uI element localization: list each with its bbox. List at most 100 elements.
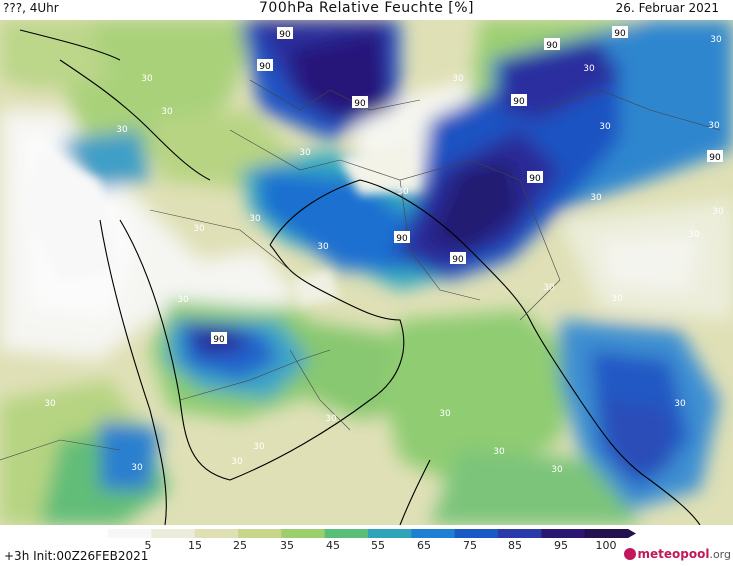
svg-text:30: 30 <box>131 463 143 473</box>
contour-label: 30 <box>253 442 265 452</box>
contour-label: 90 <box>277 27 293 40</box>
forecast-date: 26. Februar 2021 <box>615 1 719 15</box>
svg-text:30: 30 <box>599 122 611 132</box>
contour-label: 30 <box>688 230 700 240</box>
contour-label: 30 <box>141 74 153 84</box>
svg-text:30: 30 <box>712 207 724 217</box>
map-title: 700hPa Relative Feuchte [%] <box>259 0 474 16</box>
contour-label: 30 <box>674 399 686 409</box>
country-borders <box>0 79 721 461</box>
svg-text:90: 90 <box>259 62 271 72</box>
colorbar-label: 5 <box>145 539 152 549</box>
coastlines <box>19 29 701 526</box>
svg-text:30: 30 <box>493 447 505 457</box>
colorbar-segment <box>151 529 196 538</box>
svg-text:30: 30 <box>583 64 595 74</box>
svg-text:30: 30 <box>299 148 311 158</box>
contour-label: 30 <box>583 64 595 74</box>
contour-label: 30 <box>317 242 329 252</box>
contour-label: 90 <box>544 38 560 51</box>
colorbar-segment <box>194 529 239 538</box>
contour-label: 90 <box>394 231 410 244</box>
svg-text:30: 30 <box>141 74 153 84</box>
contour-label: 90 <box>612 26 628 39</box>
svg-text:30: 30 <box>439 409 451 419</box>
contour-label: 30 <box>193 224 205 234</box>
svg-text:30: 30 <box>116 125 128 135</box>
header: ???, 4Uhr 700hPa Relative Feuchte [%] 26… <box>0 0 733 20</box>
colorbar-segment <box>368 529 412 538</box>
contour-label: 90 <box>352 96 368 109</box>
svg-text:30: 30 <box>317 242 329 252</box>
footer: 5 15 25 35 45 55 65 75 85 95 100 +3h Init:00Z26FEB… <box>0 525 733 566</box>
contour-label: 30 <box>397 187 409 197</box>
svg-text:90: 90 <box>452 255 464 265</box>
meteopool-logo[interactable]: meteopool.org <box>623 547 731 561</box>
contour-label: 90 <box>211 332 227 345</box>
svg-text:30: 30 <box>674 399 686 409</box>
contour-label: 30 <box>493 447 505 457</box>
svg-text:30: 30 <box>590 193 602 203</box>
contour-labels: 90 90 90 90 90 90 90 90 90 90 90 30 30 30 30 30 30 30 30 30… <box>44 26 724 475</box>
svg-text:30: 30 <box>177 295 189 305</box>
svg-text:30: 30 <box>397 187 409 197</box>
colorbar-segment <box>541 529 586 538</box>
svg-text:30: 30 <box>44 399 56 409</box>
colorbar-label: 25 <box>233 539 247 549</box>
svg-text:30: 30 <box>325 414 337 424</box>
colorbar-segment <box>411 529 456 538</box>
svg-text:90: 90 <box>614 29 626 39</box>
forecast-time-label: ???, 4Uhr <box>3 1 59 15</box>
svg-text:30: 30 <box>193 224 205 234</box>
humidity-field <box>0 20 733 525</box>
contour-label: 30 <box>249 214 261 224</box>
contour-label: 30 <box>452 74 464 84</box>
svg-text:90: 90 <box>279 30 291 40</box>
logo-suffix: .org <box>709 548 731 561</box>
contour-label: 90 <box>450 252 466 265</box>
colorbar-segment <box>238 529 282 538</box>
svg-text:30: 30 <box>710 35 722 45</box>
colorbar-label: 65 <box>417 539 431 549</box>
contour-label: 90 <box>527 171 543 184</box>
contour-label: 30 <box>708 121 720 131</box>
colorbar: 5 15 25 35 45 55 65 75 85 95 100 <box>108 529 636 549</box>
colorbar-segment <box>454 529 499 538</box>
contour-label: 90 <box>707 150 723 163</box>
contour-label: 30 <box>543 283 555 293</box>
svg-text:90: 90 <box>354 99 366 109</box>
colorbar-segment <box>281 529 326 538</box>
colorbar-label: 55 <box>371 539 385 549</box>
contour-label: 30 <box>599 122 611 132</box>
contour-label: 30 <box>439 409 451 419</box>
contour-label: 30 <box>231 457 243 467</box>
colorbar-segment <box>498 529 542 538</box>
colorbar-segment <box>324 529 369 538</box>
svg-text:90: 90 <box>213 335 225 345</box>
contour-label: 90 <box>511 94 527 107</box>
colorbar-label: 45 <box>326 539 340 549</box>
colorbar-segment <box>584 529 629 538</box>
svg-text:30: 30 <box>161 107 173 117</box>
colorbar-label: 95 <box>554 539 568 549</box>
contour-label: 30 <box>325 414 337 424</box>
svg-text:30: 30 <box>543 283 555 293</box>
logo-icon <box>623 548 636 560</box>
map-canvas: 90 90 90 90 90 90 90 90 90 90 90 30 30 30 30 30 30 30 30 30… <box>0 20 733 526</box>
svg-text:90: 90 <box>396 234 408 244</box>
init-time-label: +3h Init:00Z26FEB2021 <box>4 549 149 563</box>
svg-text:30: 30 <box>249 214 261 224</box>
svg-text:30: 30 <box>708 121 720 131</box>
contour-label: 30 <box>712 207 724 217</box>
contour-label: 30 <box>590 193 602 203</box>
svg-text:30: 30 <box>231 457 243 467</box>
svg-text:30: 30 <box>253 442 265 452</box>
contour-label: 30 <box>131 463 143 473</box>
colorbar-label: 35 <box>280 539 294 549</box>
contour-label: 30 <box>44 399 56 409</box>
contour-label: 30 <box>161 107 173 117</box>
contour-label: 30 <box>116 125 128 135</box>
colorbar-segment <box>108 529 152 538</box>
contour-label: 90 <box>257 59 273 72</box>
colorbar-label: 15 <box>188 539 202 549</box>
